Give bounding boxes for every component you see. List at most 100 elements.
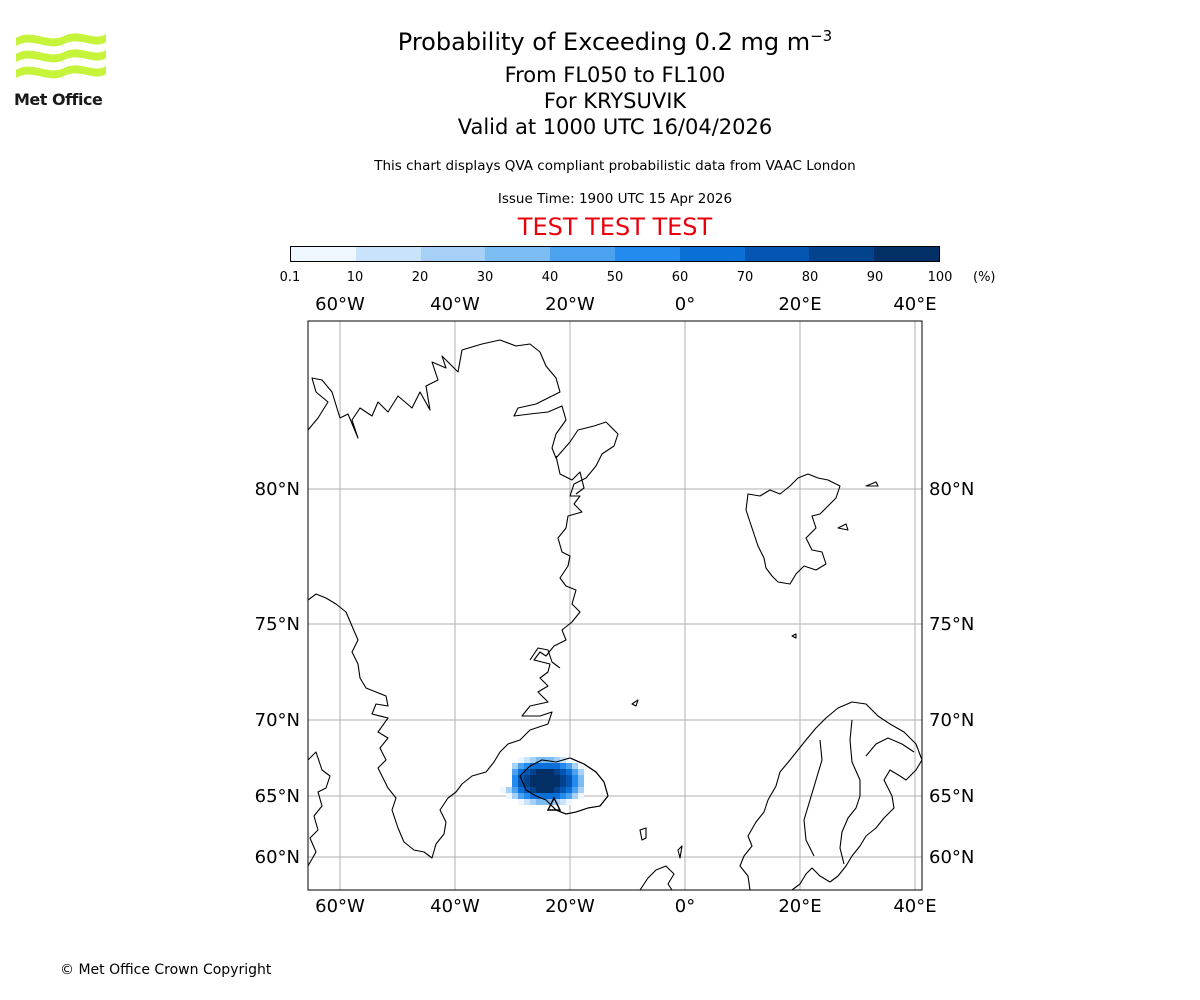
- lon-label-top-20w: 20°W: [545, 294, 595, 315]
- ash-cell: [566, 757, 572, 763]
- copyright: © Met Office Crown Copyright: [60, 962, 272, 978]
- ash-cell: [548, 757, 554, 763]
- ash-cell: [542, 775, 548, 781]
- coastlines: [308, 339, 922, 890]
- ash-cell: [512, 793, 518, 799]
- met-office-wave-logo-icon: [16, 33, 106, 79]
- ash-cell: [560, 769, 566, 775]
- coastline-greenland-east-inlet: [529, 647, 561, 669]
- colorbar-tick-label: 10: [346, 270, 364, 285]
- ash-cell: [548, 775, 554, 781]
- chart-title: Probability of Exceeding 0.2 mg m−3: [0, 27, 1200, 56]
- ash-cell: [578, 763, 584, 769]
- ash-cell: [572, 787, 578, 793]
- coastline-scandinavia: [739, 701, 922, 890]
- ash-cell: [536, 769, 542, 775]
- lat-label-right-65n: 65°N: [929, 786, 974, 807]
- ash-cell: [548, 769, 554, 775]
- ash-cell: [542, 769, 548, 775]
- coastline-norway-sweden-border: [803, 739, 823, 857]
- issue-time: Issue Time: 1900 UTC 15 Apr 2026: [497, 191, 733, 207]
- colorbar-tick-label: 60: [671, 270, 689, 285]
- coastline-svalbard-edge: [837, 523, 849, 531]
- ash-cell: [572, 781, 578, 787]
- colorbar-tick-label: 90: [866, 270, 884, 285]
- ash-cell: [560, 775, 566, 781]
- ash-cell: [572, 793, 578, 799]
- ash-cell: [548, 799, 554, 805]
- lon-label-top-0: 0°: [675, 294, 695, 315]
- ash-cell: [524, 757, 530, 763]
- lon-label-top-40w: 40°W: [430, 294, 480, 315]
- coastline-greenland-fjord: [555, 455, 585, 495]
- colorbar-segment: [550, 247, 615, 261]
- lat-label-left-75n: 75°N: [255, 614, 300, 635]
- lon-label-bottom-60w: 60°W: [315, 896, 365, 917]
- ash-cell: [518, 799, 524, 805]
- ash-cell: [512, 769, 518, 775]
- colorbar-tick-label: 100: [927, 270, 953, 285]
- ash-cell: [524, 799, 530, 805]
- ash-cell: [554, 793, 560, 799]
- chart-title-superscript: −3: [810, 27, 833, 45]
- coastline-svalbard-kong-karls: [865, 481, 879, 487]
- ash-cell: [548, 781, 554, 787]
- ash-cell: [530, 763, 536, 769]
- colorbar-segment: [874, 247, 939, 261]
- ash-cell: [536, 799, 542, 805]
- chart-description: This chart displays QVA compliant probab…: [374, 158, 856, 174]
- colorbar-segment: [679, 247, 745, 261]
- ash-cell: [542, 763, 548, 769]
- ash-cell: [518, 781, 524, 787]
- coastline-greenland: [308, 339, 619, 859]
- ash-cell: [560, 793, 566, 799]
- ash-cell: [578, 775, 584, 781]
- colorbar-segment: [809, 247, 875, 261]
- ash-cell: [500, 787, 506, 793]
- ash-cell: [578, 787, 584, 793]
- ash-cell: [578, 769, 584, 775]
- ash-cell: [536, 781, 542, 787]
- ash-cell: [566, 787, 572, 793]
- colorbar-unit: (%): [973, 270, 996, 285]
- ash-cell: [530, 769, 536, 775]
- ash-cell: [512, 787, 518, 793]
- ash-cell: [530, 781, 536, 787]
- lat-label-right-80n: 80°N: [929, 479, 974, 500]
- ash-cell: [530, 775, 536, 781]
- ash-cell: [578, 793, 584, 799]
- met-office-logo: Met Office: [14, 30, 110, 114]
- colorbar-segment: [420, 247, 486, 261]
- lon-label-bottom-40e: 40°E: [893, 896, 936, 917]
- ash-cell: [536, 787, 542, 793]
- lon-label-bottom-20w: 20°W: [545, 896, 595, 917]
- coastline-gulf-of-bothnia: [839, 719, 861, 865]
- ash-cell: [512, 763, 518, 769]
- ash-cell: [530, 787, 536, 793]
- lat-label-right-60n: 60°N: [929, 847, 974, 868]
- ash-cell: [560, 763, 566, 769]
- colorbar-tick-label: 70: [736, 270, 754, 285]
- ash-cell: [554, 757, 560, 763]
- ash-cell: [530, 799, 536, 805]
- lon-label-bottom-20e: 20°E: [778, 896, 821, 917]
- coastline-baffin: [308, 751, 331, 867]
- coastline-shetland: [677, 845, 683, 859]
- colorbar-segment: [614, 247, 680, 261]
- lon-label-top-20e: 20°E: [778, 294, 821, 315]
- colorbar-segment: [291, 247, 356, 261]
- colorbar-tick-label: 80: [801, 270, 819, 285]
- colorbar-tick-label: 50: [606, 270, 624, 285]
- coastline-svalbard-main: [745, 473, 841, 585]
- ash-cell: [554, 787, 560, 793]
- ash-cell: [530, 793, 536, 799]
- ash-cell: [518, 763, 524, 769]
- ash-cell: [512, 781, 518, 787]
- ash-cell: [572, 769, 578, 775]
- ash-cell: [518, 769, 524, 775]
- lat-label-left-60n: 60°N: [255, 847, 300, 868]
- ash-cell: [512, 775, 518, 781]
- lon-label-bottom-0: 0°: [675, 896, 695, 917]
- ash-cell: [548, 787, 554, 793]
- ash-cell: [524, 763, 530, 769]
